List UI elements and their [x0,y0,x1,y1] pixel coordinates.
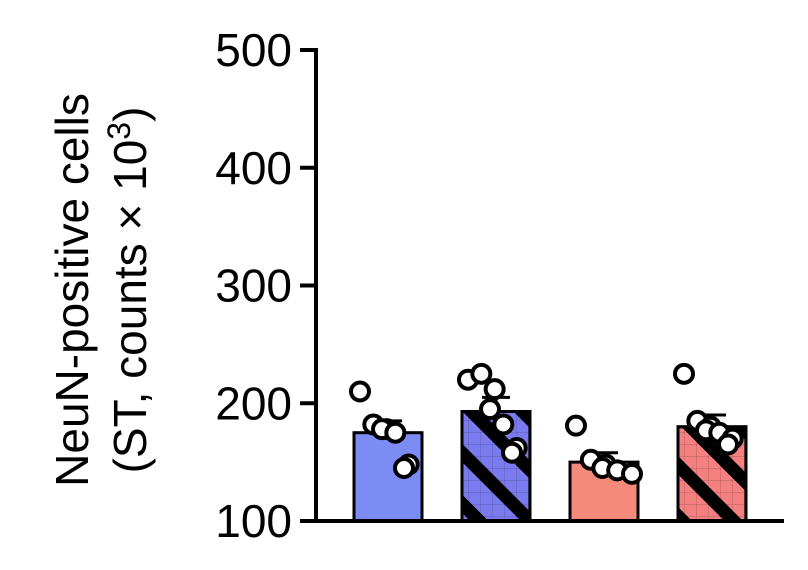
data-point [384,421,407,444]
bar-group [565,414,643,523]
y-axis: 100 200 300 400 500 [215,24,318,547]
bar-group [673,362,748,523]
y-tick-label: 500 [215,24,292,76]
data-point [501,441,523,464]
y-axis-label-line2: (ST, counts × 103) [101,107,156,474]
y-axis-label-line2-post: ) [104,107,156,122]
data-point [349,380,371,403]
data-point [565,414,587,437]
data-point [673,362,695,385]
data-point [621,462,643,485]
data-point [470,362,493,385]
data-point [393,457,415,480]
y-axis-label-line1: NeuN-positive cells [46,93,98,487]
bar-group [349,380,424,523]
data-point [492,413,515,436]
y-axis-label: NeuN-positive cells (ST, counts × 103) [46,93,156,487]
y-axis-label-line2-pre: (ST, counts × 10 [104,140,156,474]
data-point [717,433,739,456]
y-axis-label-exponent: 3 [101,122,137,140]
data-point [479,398,501,421]
y-tick-label: 400 [215,142,292,194]
y-tick-label: 200 [215,377,292,429]
bar-group [457,362,532,523]
y-tick-label: 100 [215,495,292,547]
bars-group [349,362,748,523]
y-tick-label: 300 [215,260,292,312]
bar [352,431,424,523]
data-point [483,378,506,401]
